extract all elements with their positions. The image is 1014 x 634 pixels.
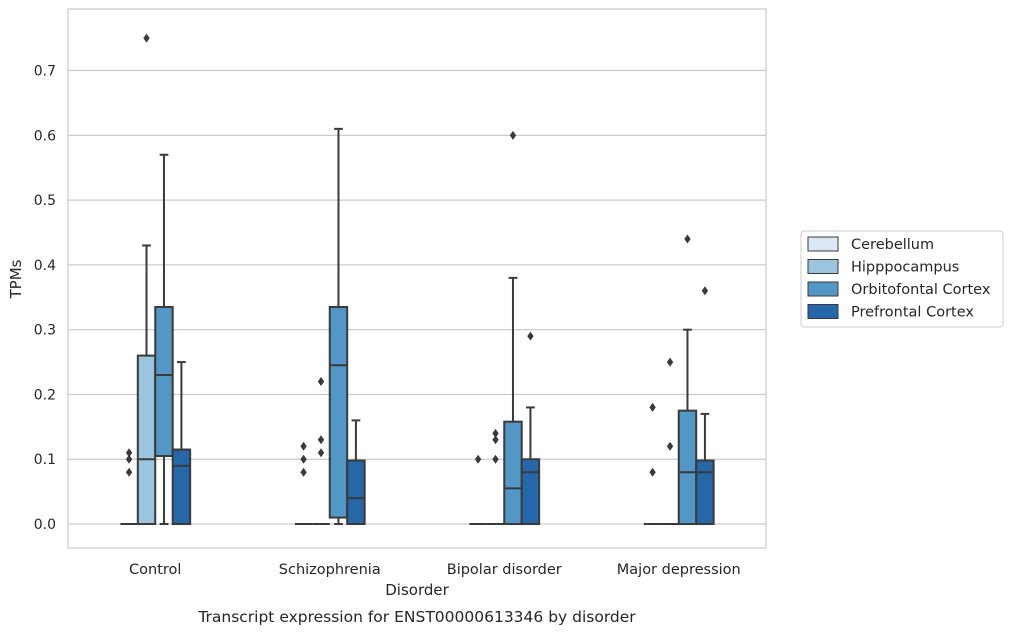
outlier-point [317,377,325,387]
box-iqr [328,306,349,519]
outlier-point [300,441,307,451]
y-tick-label: 0.1 [34,452,56,468]
box-iqr [154,306,174,458]
x-axis-label: Disorder [385,581,449,599]
y-tick-label: 0.4 [34,258,56,274]
box-series [120,33,715,526]
outlier-point [125,454,133,464]
outlier-point [666,357,674,367]
outlier-point [317,448,325,458]
box-prefrontal-cortex [695,286,715,526]
x-tick-label: Major depression [617,562,741,578]
outlier-point [492,428,499,438]
legend-swatch [807,281,839,297]
outlier-point [701,286,709,296]
box-cerebellum [469,454,487,526]
x-tick-label: Control [129,562,181,578]
outlier-point [649,402,656,412]
legend-swatch [807,304,839,319]
legend-label: Orbitofontal Cortex [851,282,991,298]
plot-frame [67,8,767,549]
outlier-point [300,454,307,464]
chart-caption: Transcript expression for ENST0000061334… [197,608,636,626]
x-tick-label: Bipolar disorder [447,562,562,578]
box-hipppocampus [136,33,157,526]
outlier-point [527,331,534,341]
legend-swatch [807,259,839,274]
legend-label: Cerebellum [851,237,934,253]
y-tick-label: 0.5 [34,193,56,209]
box-cerebellum [120,448,138,526]
y-tick-label: 0.3 [34,323,56,339]
outlier-point [684,234,691,244]
outlier-point [666,441,674,451]
outlier-point [125,448,133,458]
outlier-point [509,130,517,140]
y-tick-label: 0.6 [34,128,56,144]
y-axis-ticks: 0.0 0.1 0.2 0.3 0.4 0.5 0.6 0.7 [34,64,56,533]
box-iqr [171,448,192,526]
outlier-point [300,467,307,477]
legend: Cerebellum Hipppocampus Orbitofontal Corte… [800,230,1004,328]
y-axis-label: TPMs [7,259,25,299]
outlier-point [492,435,499,445]
outlier-point [317,435,325,445]
y-tick-label: 0.0 [34,517,56,533]
box-prefrontal-cortex [171,361,192,526]
box-prefrontal-cortex [346,419,366,526]
box-iqr [346,459,366,526]
legend-frame [800,230,1004,328]
x-tick-label: Schizophrenia [279,562,381,578]
box-orbitofontal-cortex [328,127,349,526]
box-hipppocampus [312,377,330,526]
box-hipppocampus [661,357,679,526]
outlier-point [492,454,499,464]
box-iqr [677,409,698,526]
y-tick-label: 0.2 [34,387,56,403]
box-iqr [136,354,157,526]
outlier-point [125,467,133,477]
x-axis-ticks: Control Schizophrenia Bipolar disorder Majo… [129,562,741,578]
outlier-point [143,33,150,43]
legend-label: Hipppocampus [851,260,959,276]
box-iqr [695,459,715,526]
box-cerebellum [294,441,313,526]
y-tick-label: 0.7 [34,64,56,80]
legend-swatch [807,236,839,252]
box-orbitofontal-cortex [154,153,174,526]
outlier-point [474,454,482,464]
legend-label: Prefrontal Cortex [851,305,974,321]
box-hipppocampus [486,428,505,526]
box-iqr [503,420,523,526]
box-prefrontal-cortex [520,331,541,526]
box-iqr [520,458,541,526]
box-cerebellum [643,402,662,526]
outlier-point [649,467,656,477]
